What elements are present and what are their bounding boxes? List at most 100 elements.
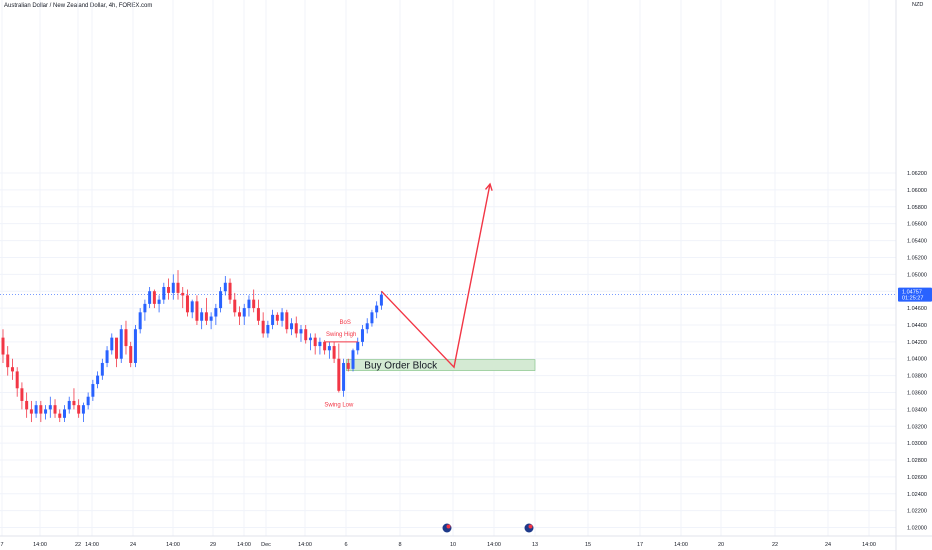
candle bbox=[356, 337, 360, 355]
x-tick-label: 6 bbox=[344, 542, 347, 548]
candle bbox=[299, 324, 303, 342]
candle-body bbox=[77, 405, 81, 414]
x-tick-label: 14:00 bbox=[237, 542, 251, 548]
candle-body bbox=[67, 400, 71, 410]
candle bbox=[48, 396, 52, 418]
candle bbox=[77, 399, 81, 418]
candle bbox=[10, 358, 14, 380]
candle-body bbox=[190, 301, 194, 313]
y-tick-label: 1.03200 bbox=[907, 424, 927, 430]
candle bbox=[162, 282, 166, 304]
candle-body bbox=[96, 375, 100, 385]
candle bbox=[53, 399, 57, 418]
candle-body bbox=[200, 312, 204, 321]
candle bbox=[105, 346, 109, 368]
candle bbox=[34, 400, 38, 418]
candle-body bbox=[176, 282, 180, 293]
candle bbox=[365, 318, 369, 334]
zone-rect[interactable] bbox=[345, 359, 536, 371]
candle bbox=[138, 308, 142, 334]
candle bbox=[247, 295, 251, 317]
candle bbox=[285, 309, 289, 334]
candle bbox=[266, 320, 270, 338]
candle bbox=[185, 289, 189, 317]
candle bbox=[20, 382, 24, 410]
x-tick-label: 8 bbox=[398, 542, 401, 548]
candle bbox=[323, 340, 327, 355]
candle bbox=[327, 341, 331, 359]
candle-body bbox=[119, 329, 123, 359]
candle bbox=[261, 312, 265, 338]
x-tick-label: 14:00 bbox=[166, 542, 180, 548]
event-icon-circle bbox=[524, 523, 534, 533]
candle-body bbox=[308, 337, 312, 341]
x-axis[interactable]: 7 14:00 22 14:00 24 14:00 29 14:00 Dec 14:00 6 8 10 1… bbox=[0, 535, 932, 548]
candle bbox=[148, 286, 152, 309]
x-tick-label: 10 bbox=[450, 542, 456, 548]
candle-body bbox=[304, 329, 308, 341]
candle-body bbox=[129, 346, 133, 363]
candle-body bbox=[124, 329, 128, 347]
candle-body bbox=[1, 337, 5, 355]
candle-body bbox=[195, 301, 199, 321]
candle-body bbox=[275, 314, 279, 321]
candle-body bbox=[219, 291, 223, 309]
candle bbox=[351, 348, 355, 372]
candle-body bbox=[271, 314, 275, 325]
y-tick-label: 1.04600 bbox=[907, 306, 927, 312]
x-tick-label: 24 bbox=[130, 542, 136, 548]
candle bbox=[242, 303, 246, 325]
candle-body bbox=[360, 329, 364, 342]
candle bbox=[119, 324, 123, 363]
y-axis[interactable]: 1.02000 1.02200 1.02400 1.02600 1.02800 1.030… bbox=[895, 0, 932, 550]
y-tick-label: 1.02400 bbox=[907, 492, 927, 498]
x-tick-label: 14:00 bbox=[862, 542, 876, 548]
candle bbox=[204, 297, 208, 325]
candle-body bbox=[280, 312, 284, 321]
candle bbox=[275, 312, 279, 325]
x-tick-label: 14:00 bbox=[33, 542, 47, 548]
x-tick-label: 14:00 bbox=[85, 542, 99, 548]
candle-body bbox=[318, 341, 322, 347]
event-icon-dot bbox=[446, 524, 451, 529]
candle-body bbox=[223, 282, 227, 292]
candle-body bbox=[143, 303, 147, 313]
candle-body bbox=[72, 400, 76, 406]
y-tick-label: 1.06000 bbox=[907, 188, 927, 194]
x-tick-label: 14:00 bbox=[674, 542, 688, 548]
candle-body bbox=[105, 350, 109, 363]
annotations: BoS Swing High Swing Low bbox=[324, 182, 493, 409]
x-tick-label: 15 bbox=[585, 542, 591, 548]
candle-body bbox=[171, 282, 175, 293]
candle-body bbox=[337, 358, 341, 391]
x-tick-label: 22 bbox=[75, 542, 81, 548]
candle-body bbox=[285, 312, 289, 330]
candle-body bbox=[204, 312, 208, 321]
event-icon-circle bbox=[442, 523, 452, 533]
y-tick-label: 1.02800 bbox=[907, 458, 927, 464]
y-tick-label: 1.06200 bbox=[907, 171, 927, 177]
candle-body bbox=[15, 371, 19, 389]
bos-label: BoS bbox=[340, 320, 351, 326]
y-tick-label: 1.03600 bbox=[907, 391, 927, 397]
candle bbox=[167, 278, 171, 300]
candle-body bbox=[247, 299, 251, 309]
candle bbox=[342, 358, 346, 397]
candle-body bbox=[157, 299, 161, 304]
candle bbox=[337, 343, 341, 393]
y-axis-unit: NZD bbox=[912, 2, 923, 8]
candle bbox=[228, 278, 232, 304]
candle-body bbox=[327, 346, 331, 351]
candle-body bbox=[256, 308, 260, 321]
candle-body bbox=[299, 329, 303, 334]
y-tick-label: 1.03400 bbox=[907, 407, 927, 413]
candle bbox=[256, 299, 260, 325]
candle bbox=[304, 324, 308, 344]
buy-order-block[interactable]: Buy Order Block bbox=[345, 359, 536, 372]
candle bbox=[346, 358, 350, 372]
candle bbox=[15, 367, 19, 397]
candle bbox=[157, 295, 161, 313]
candle bbox=[332, 341, 336, 363]
candle-body bbox=[100, 362, 104, 376]
